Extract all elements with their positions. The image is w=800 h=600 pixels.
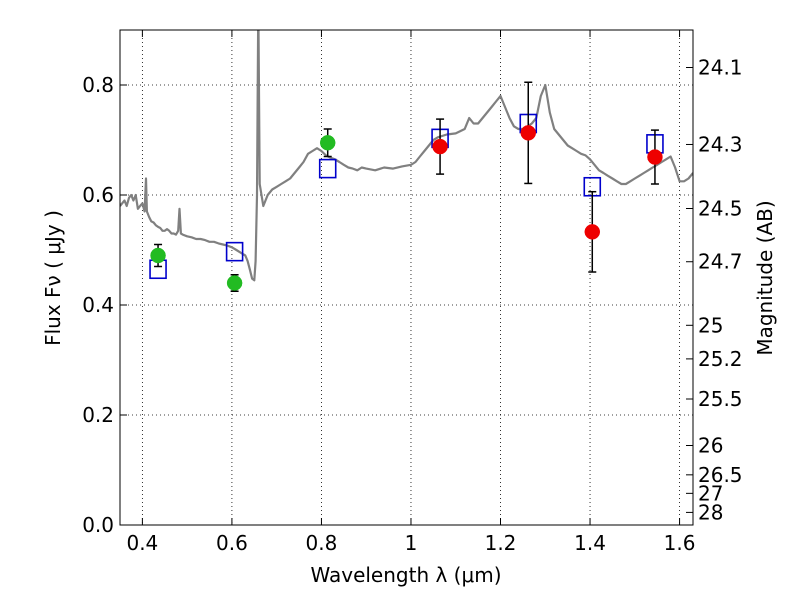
- model-photometry-square: [225, 241, 244, 262]
- data-series: [120, 30, 693, 292]
- x-tick-label: 1: [405, 531, 418, 555]
- x-tick-label: 0.4: [126, 531, 158, 555]
- y2-axis-label: Magnitude (AB): [753, 200, 777, 355]
- x-tick-label: 1.4: [574, 531, 606, 555]
- y-tick-label: 0.8: [82, 73, 114, 97]
- x-tick-label: 1.2: [485, 531, 517, 555]
- model-spectrum-line: [120, 30, 693, 282]
- observed-flux-point: [150, 247, 166, 264]
- tick-labels: 0.4 0.6 0.8 1 1.2 1.4 1.6 0.0 0.2 0.4 0.6 0.8 24.1 24…: [82, 56, 742, 555]
- y-tick-label: 0.2: [82, 403, 114, 427]
- x-axis-label: Wavelength λ (μm): [310, 563, 501, 587]
- magnitude-tick-label: 25.5: [698, 387, 743, 411]
- observed-flux-point: [226, 275, 243, 291]
- y-tick-label: 0.4: [82, 293, 114, 317]
- gridlines: [120, 30, 693, 526]
- observed-flux-point: [432, 138, 448, 155]
- x-tick-label: 0.8: [306, 531, 338, 555]
- magnitude-tick-label: 25: [698, 313, 723, 337]
- plot-frame: [119, 29, 694, 526]
- x-tick-label: 1.6: [664, 531, 696, 555]
- magnitude-tick-label: 26: [698, 433, 723, 457]
- magnitude-tick-label: 24.3: [698, 132, 743, 156]
- observed-flux-point: [647, 149, 663, 165]
- magnitude-tick-label: 27: [698, 481, 723, 505]
- magnitude-tick-label: 25.2: [698, 347, 743, 371]
- y-tick-label: 0.0: [82, 513, 114, 537]
- x-tick-label: 0.6: [216, 531, 248, 555]
- model-photometry-square: [318, 158, 337, 179]
- y-axis-label: Flux Fν ( μJy ): [41, 210, 65, 346]
- magnitude-tick-label: 28: [698, 500, 723, 524]
- magnitude-tick-label: 24.5: [698, 196, 743, 220]
- observed-flux-point: [584, 224, 601, 240]
- observed-flux-point: [520, 125, 537, 141]
- magnitude-tick-label: 24.7: [698, 250, 743, 274]
- magnitude-tick-label: 24.1: [698, 56, 743, 80]
- y-tick-label: 0.6: [82, 183, 114, 207]
- magnitude-tick-label: 26.5: [698, 463, 743, 487]
- observed-flux-point: [319, 135, 336, 151]
